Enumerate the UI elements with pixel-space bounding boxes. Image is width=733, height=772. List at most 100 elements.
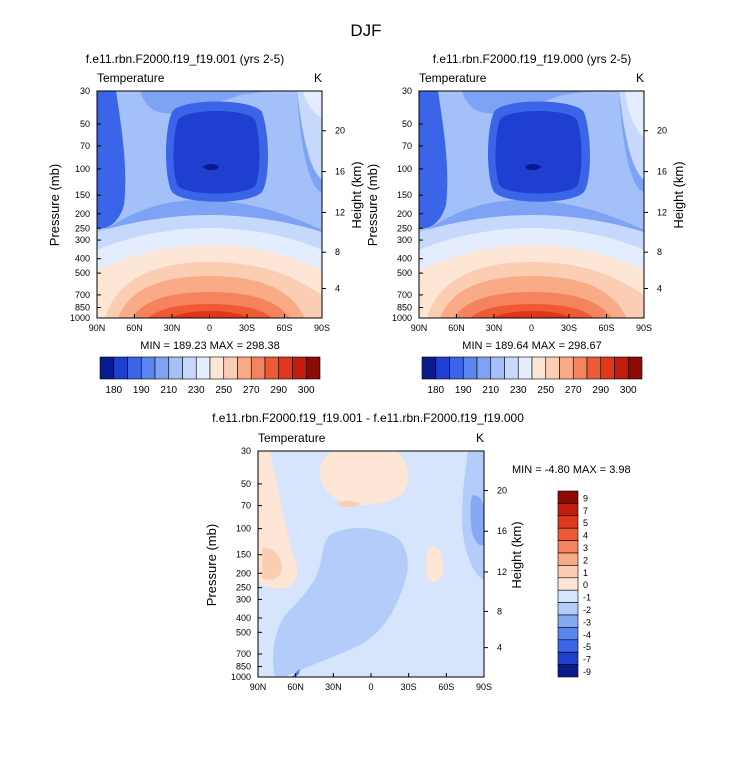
subtitle-units: K bbox=[476, 431, 484, 445]
colorbar-swatch bbox=[504, 356, 519, 380]
colorbar-swatch bbox=[182, 356, 197, 380]
colorbar-label: -9 bbox=[583, 667, 591, 677]
panel-diff: f.e11.rbn.F2000.f19_f19.001 - f.e11.rbn.… bbox=[204, 411, 631, 692]
y-tick-label: 1000 bbox=[231, 672, 251, 682]
panel-title: f.e11.rbn.F2000.f19_f19.001 - f.e11.rbn.… bbox=[212, 411, 524, 425]
colorbar-swatch bbox=[559, 356, 574, 380]
colorbar-label: -1 bbox=[583, 593, 591, 603]
colorbar-swatch bbox=[572, 356, 588, 380]
y-tick-label: 100 bbox=[75, 164, 90, 174]
x-tick-label: 30N bbox=[325, 682, 342, 692]
y-tick-label: 700 bbox=[236, 649, 251, 659]
subtitle-variable: Temperature bbox=[419, 71, 487, 85]
colorbar-swatch bbox=[195, 356, 211, 380]
x-tick-label: 0 bbox=[207, 323, 212, 333]
panel-left: f.e11.rbn.F2000.f19_f19.001 (yrs 2-5) Te… bbox=[47, 52, 364, 396]
colorbar-swatch bbox=[517, 356, 533, 380]
height-tick-label: 12 bbox=[335, 207, 345, 217]
colorbar-label: 7 bbox=[583, 506, 588, 516]
y-tick-label: 700 bbox=[75, 290, 90, 300]
x-tick-label: 90N bbox=[411, 323, 428, 333]
colorbar-swatch bbox=[154, 356, 170, 380]
colorbar-swatch bbox=[545, 356, 560, 380]
colorbar-swatch bbox=[557, 651, 579, 665]
y-tick-label: 400 bbox=[397, 254, 412, 264]
x-tick-group: 90N 60N 30N 0 30S 60S 90S bbox=[89, 314, 330, 333]
colorbar-swatch bbox=[557, 540, 579, 554]
y-tick-label: 1000 bbox=[392, 313, 412, 323]
y-tick-label: 300 bbox=[236, 594, 251, 604]
colorbar-label: 290 bbox=[592, 385, 609, 396]
height-tick-label: 20 bbox=[657, 126, 667, 136]
x-tick-label: 90N bbox=[89, 323, 106, 333]
x-tick-label: 90S bbox=[636, 323, 652, 333]
colorbar-swatch bbox=[305, 356, 321, 380]
y-tick-label: 30 bbox=[241, 446, 251, 456]
colorbar-swatch bbox=[600, 356, 615, 380]
y-tick-label: 50 bbox=[241, 479, 251, 489]
colorbar-swatch bbox=[250, 356, 266, 380]
colorbar-swatch bbox=[140, 356, 156, 380]
y-tick-label: 200 bbox=[397, 209, 412, 219]
height-tick-label: 8 bbox=[657, 247, 662, 257]
y-tick-label: 150 bbox=[397, 190, 412, 200]
colorbar-label: 5 bbox=[583, 518, 588, 528]
height-tick-label: 16 bbox=[657, 167, 667, 177]
colorbar-swatch bbox=[462, 356, 478, 380]
y-tick-label: 50 bbox=[80, 119, 90, 129]
contour-field bbox=[97, 91, 322, 318]
y-tick-label: 400 bbox=[236, 613, 251, 623]
colorbar-label: 270 bbox=[565, 385, 582, 396]
x-tick-label: 60S bbox=[598, 323, 614, 333]
x-tick-label: 30N bbox=[164, 323, 181, 333]
x-tick-label: 30S bbox=[239, 323, 255, 333]
y-tick-label: 700 bbox=[397, 290, 412, 300]
y-tick-label: 50 bbox=[402, 119, 412, 129]
height-tick-label: 8 bbox=[335, 247, 340, 257]
x-tick-label: 60N bbox=[448, 323, 465, 333]
y-tick-label: 500 bbox=[397, 268, 412, 278]
x-tick-label: 60N bbox=[287, 682, 304, 692]
colorbar-label: 180 bbox=[105, 385, 122, 396]
colorbar-swatch bbox=[557, 639, 579, 653]
colorbar-label: -2 bbox=[583, 605, 591, 615]
colorbar-swatch bbox=[292, 356, 307, 380]
y-tick-label: 850 bbox=[75, 302, 90, 312]
y-tick-label: 250 bbox=[236, 583, 251, 593]
colorbar-swatch bbox=[557, 664, 579, 678]
y-axis-right-label: Height (km) bbox=[671, 161, 686, 228]
colorbar-label: 230 bbox=[188, 385, 205, 396]
colorbar-swatch bbox=[557, 627, 579, 641]
colorbar-label: -3 bbox=[583, 617, 591, 627]
panel-title: f.e11.rbn.F2000.f19_f19.000 (yrs 2-5) bbox=[433, 52, 632, 66]
colorbar-label: 210 bbox=[482, 385, 499, 396]
height-tick-label: 8 bbox=[497, 606, 502, 616]
colorbar-label: 300 bbox=[620, 385, 637, 396]
colorbar-swatch bbox=[557, 490, 579, 504]
y-tick-label: 200 bbox=[75, 209, 90, 219]
y-tick-label: 1000 bbox=[70, 313, 90, 323]
colorbar-swatch bbox=[557, 577, 579, 591]
height-tick-label: 4 bbox=[657, 283, 662, 293]
y-tick-label: 850 bbox=[397, 302, 412, 312]
y-tick-label: 30 bbox=[402, 86, 412, 96]
colorbar-swatch bbox=[99, 356, 115, 380]
y-tick-label: 70 bbox=[80, 141, 90, 151]
height-tick-group: 20 16 12 8 4 bbox=[322, 126, 345, 293]
panel-right: f.e11.rbn.F2000.f19_f19.000 (yrs 2-5) Te… bbox=[365, 52, 686, 396]
y-axis-label: Pressure (mb) bbox=[47, 164, 62, 246]
colorbar-swatch bbox=[127, 356, 142, 380]
height-tick-group: 20 16 12 8 4 bbox=[484, 486, 507, 653]
colorbar-swatch bbox=[490, 356, 505, 380]
y-tick-label: 200 bbox=[236, 568, 251, 578]
colorbar-swatch bbox=[264, 356, 280, 380]
colorbar-swatch bbox=[557, 515, 579, 529]
colorbar-swatch bbox=[476, 356, 492, 380]
y-axis-right-label: Height (km) bbox=[349, 161, 364, 228]
colorbar-label: 290 bbox=[270, 385, 287, 396]
contour-field bbox=[419, 91, 644, 318]
x-tick-label: 60N bbox=[126, 323, 143, 333]
